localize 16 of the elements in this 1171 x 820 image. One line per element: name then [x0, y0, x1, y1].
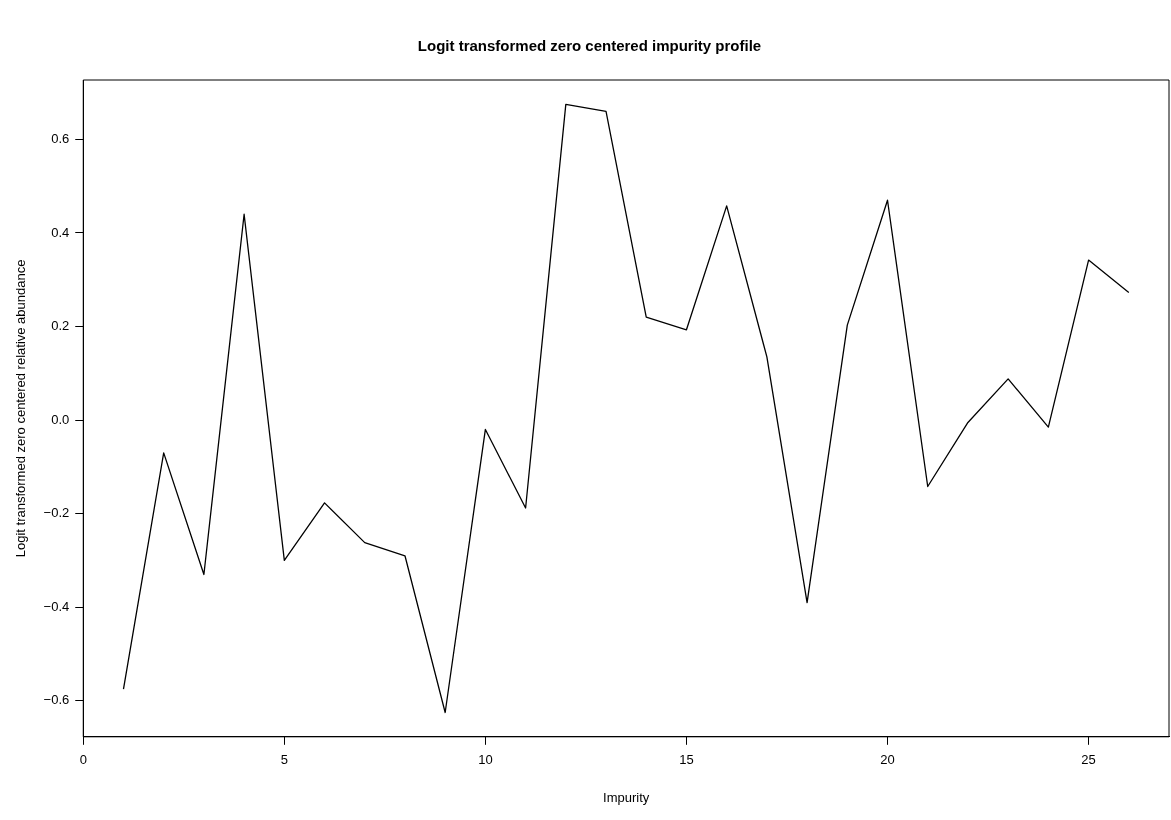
- y-tick-label: 0.0: [51, 411, 70, 427]
- y-tick-label: −0.6: [43, 692, 70, 708]
- x-tick-label: 10: [478, 752, 493, 768]
- y-axis-title: Logit transformed zero centered relative abundance: [13, 259, 29, 558]
- y-tick-label: −0.2: [43, 505, 70, 521]
- x-tick-label: 25: [1081, 752, 1096, 768]
- x-tick-label: 0: [79, 752, 87, 768]
- x-tick-label: 15: [679, 752, 694, 768]
- x-tick-label: 5: [280, 752, 288, 768]
- chart-title: Logit transformed zero centered impurity profile: [417, 37, 762, 55]
- y-tick-label: 0.4: [51, 224, 70, 240]
- y-tick-label: −0.4: [43, 598, 70, 614]
- x-tick-label: 20: [880, 752, 895, 768]
- y-tick-label: 0.2: [51, 318, 70, 334]
- y-tick-label: 0.6: [51, 130, 70, 146]
- x-axis-title: Impurity: [603, 789, 650, 805]
